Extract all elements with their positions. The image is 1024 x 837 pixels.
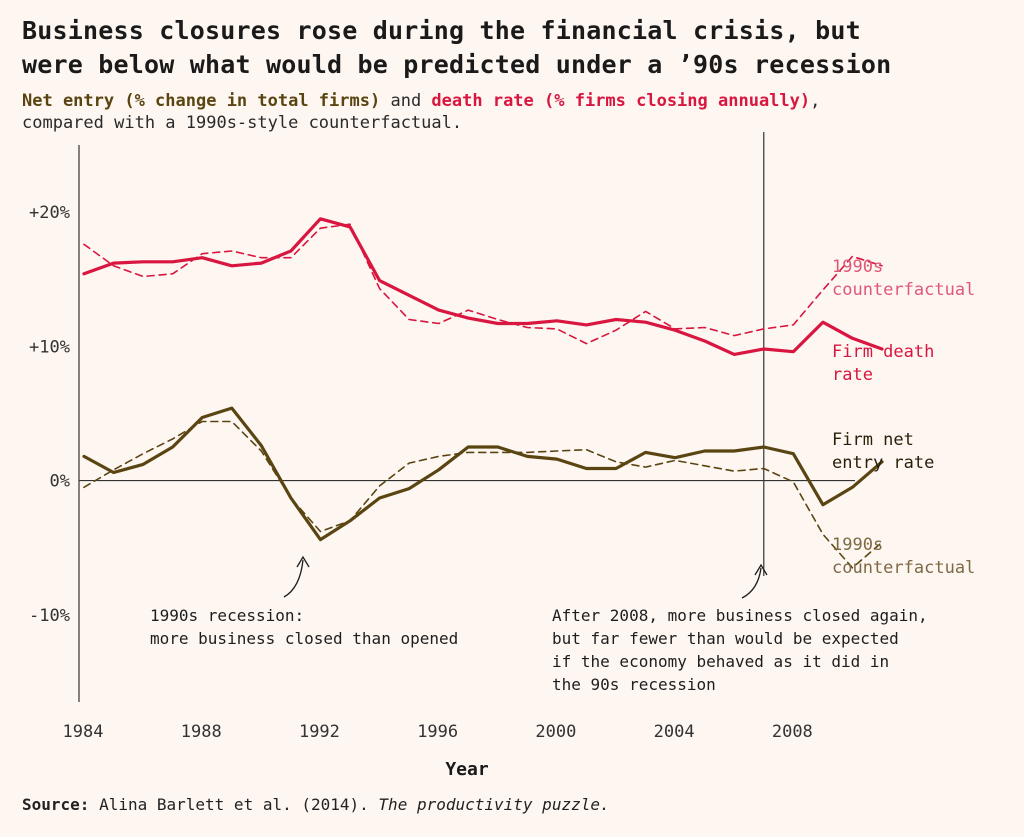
arrowhead-1990s-recession [296,555,310,568]
subtitle-line-2: compared with a 1990s-style counterfactu… [22,113,463,133]
x-tick-label: 2000 [535,722,576,742]
label-death-counterfactual: 1990s counterfactual [832,257,975,300]
series-death-rate-line [82,217,884,356]
x-axis-label: Year [445,759,489,780]
chart-series [82,217,884,569]
chart-subtitle: Net entry (% change in total firms) and … [22,90,1012,134]
arrowhead-after-2008 [754,563,768,576]
subtitle-entry-legend: Net entry (% change in total firms) [22,91,381,111]
subtitle-and: and [380,91,432,111]
series-death-counterfactual-line [83,223,883,345]
x-tick-label: 1988 [181,722,222,742]
y-tick-label: +20% [29,203,70,223]
arrow-1990s-recession [283,559,304,598]
subtitle-comma: , [810,91,821,111]
arrow-after-2008 [741,567,762,599]
source-text: Alina Barlett et al. (2014). [89,795,379,814]
x-tick-label: 1992 [299,722,340,742]
annotation-1990s-recession: 1990s recession: more business closed tha… [150,606,458,648]
series-net-entry-line [82,406,884,542]
label-firm-death-rate: Firm death rate [832,342,934,385]
title-line-2: were below what would be predicted under… [22,50,892,79]
label-firm-net-entry-rate: Firm net entry rate [832,430,934,473]
label-entry-counterfactual: 1990s counterfactual [832,535,975,578]
chart-annotations: 1990s recession: more business closed tha… [150,555,928,694]
chart-title: Business closures rose during the financ… [22,14,1012,82]
y-tick-label: -10% [29,606,70,626]
source-label: Source: [22,795,90,814]
x-tick-label: 1984 [63,722,104,742]
x-tick-label: 2004 [654,722,695,742]
chart-labels: 1990s counterfactual Firm death rate Firm ne… [832,257,975,578]
chart-axes: +20% +10% 0% -10% 1984 1988 1992 1996 2000 2004 20… [29,132,855,780]
subtitle-death-legend: death rate (% firms closing annually) [431,91,811,111]
series-entry-counterfactual-line [83,420,883,569]
title-line-1: Business closures rose during the financ… [22,16,861,45]
y-tick-label: +10% [29,337,70,357]
source-note: Source: Alina Barlett et al. (2014). The… [22,795,610,814]
source-publication: The productivity puzzle. [378,795,610,814]
x-tick-label: 1996 [417,722,458,742]
x-tick-label: 2008 [772,722,813,742]
annotation-after-2008: After 2008, more business closed again, b… [552,606,928,694]
y-tick-label: 0% [50,472,70,492]
